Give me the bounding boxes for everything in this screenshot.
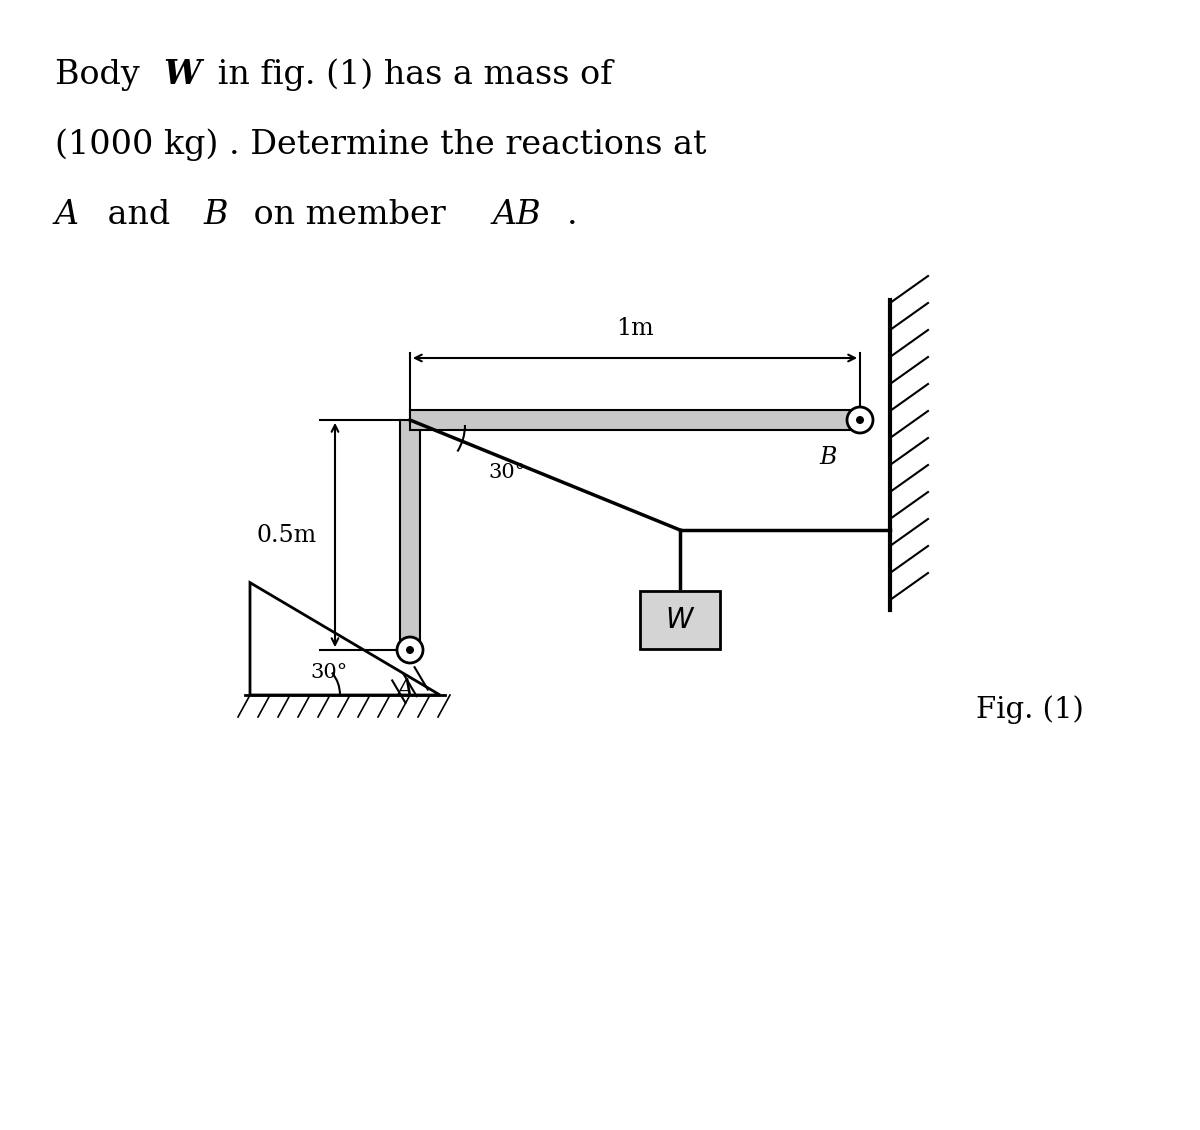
Text: AB: AB xyxy=(493,199,541,231)
Polygon shape xyxy=(410,410,860,431)
Text: .: . xyxy=(568,199,577,231)
Text: and: and xyxy=(97,199,181,231)
Circle shape xyxy=(397,637,422,663)
Text: B: B xyxy=(820,446,836,469)
Circle shape xyxy=(406,646,414,654)
Text: on member: on member xyxy=(242,199,456,231)
Text: $W$: $W$ xyxy=(665,607,695,634)
Text: 1m: 1m xyxy=(616,318,654,340)
Text: B: B xyxy=(203,199,228,231)
Text: in fig. (1) has a mass of: in fig. (1) has a mass of xyxy=(208,59,612,92)
Text: Body: Body xyxy=(55,59,150,92)
Text: Fig. (1): Fig. (1) xyxy=(976,696,1084,724)
Text: W: W xyxy=(163,59,200,92)
Text: 30°: 30° xyxy=(488,462,526,481)
Text: A: A xyxy=(55,199,79,231)
Text: (1000 kg) . Determine the reactions at: (1000 kg) . Determine the reactions at xyxy=(55,129,707,162)
Circle shape xyxy=(847,407,874,433)
Text: 30°: 30° xyxy=(310,663,347,683)
Circle shape xyxy=(856,416,864,424)
Polygon shape xyxy=(400,420,420,650)
Text: A: A xyxy=(396,678,414,702)
Text: 0.5m: 0.5m xyxy=(257,523,317,547)
FancyBboxPatch shape xyxy=(640,591,720,649)
